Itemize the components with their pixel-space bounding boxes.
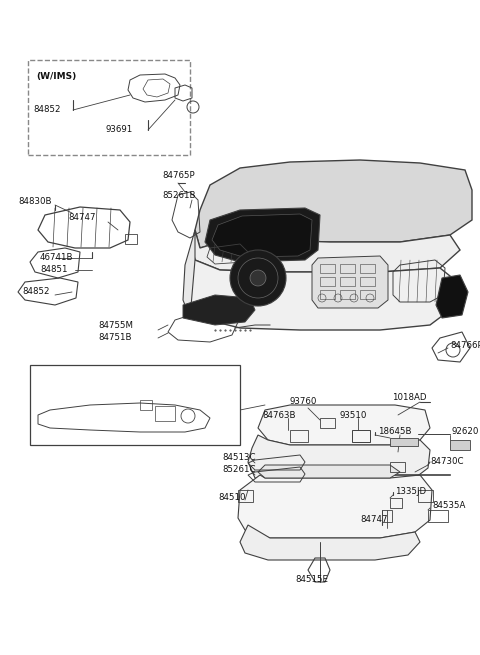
Text: 92620: 92620 xyxy=(452,428,480,436)
Polygon shape xyxy=(240,525,420,560)
Text: 84747: 84747 xyxy=(360,515,387,525)
Bar xyxy=(352,430,370,442)
Text: 84510: 84510 xyxy=(218,493,245,502)
Bar xyxy=(340,277,355,286)
Bar xyxy=(320,290,335,299)
Text: 93510: 93510 xyxy=(340,411,367,419)
Text: 84513C: 84513C xyxy=(222,453,255,462)
Polygon shape xyxy=(183,230,195,318)
Polygon shape xyxy=(312,256,388,308)
Text: 1018AD: 1018AD xyxy=(392,394,427,403)
Bar xyxy=(418,490,433,502)
Bar xyxy=(450,440,470,450)
Bar xyxy=(320,277,335,286)
Text: 84751B: 84751B xyxy=(98,333,132,343)
Text: 85261B: 85261B xyxy=(162,191,195,200)
Polygon shape xyxy=(183,295,255,325)
Text: 85839: 85839 xyxy=(42,371,70,379)
Text: 84535A: 84535A xyxy=(432,500,466,510)
Bar xyxy=(28,60,190,155)
Circle shape xyxy=(230,250,286,306)
Bar xyxy=(390,438,418,446)
Bar xyxy=(320,418,335,428)
Text: 92650: 92650 xyxy=(155,426,182,434)
Polygon shape xyxy=(195,160,472,248)
Polygon shape xyxy=(238,475,432,538)
Text: 84747: 84747 xyxy=(42,383,70,392)
Bar xyxy=(382,510,392,522)
Text: 84755M: 84755M xyxy=(98,322,133,331)
Bar xyxy=(125,234,137,244)
Bar xyxy=(238,490,253,502)
Text: 84515E: 84515E xyxy=(295,576,328,584)
Bar xyxy=(140,400,152,410)
Polygon shape xyxy=(192,230,460,272)
Text: 84730C: 84730C xyxy=(430,457,464,466)
Text: 84763B: 84763B xyxy=(262,411,296,419)
Text: (W/IMS): (W/IMS) xyxy=(36,71,76,81)
Polygon shape xyxy=(188,248,455,330)
Text: 1335JD: 1335JD xyxy=(395,487,426,496)
Text: 84766P: 84766P xyxy=(450,341,480,350)
Polygon shape xyxy=(205,208,320,262)
Bar xyxy=(390,462,405,472)
Polygon shape xyxy=(258,405,430,445)
Text: 85261C: 85261C xyxy=(222,466,255,474)
Polygon shape xyxy=(258,465,400,478)
Text: 1018AD: 1018AD xyxy=(152,371,187,379)
Bar xyxy=(390,498,402,508)
Text: 93691: 93691 xyxy=(105,126,132,134)
Circle shape xyxy=(250,270,266,286)
Bar xyxy=(340,264,355,273)
Bar xyxy=(320,264,335,273)
Bar xyxy=(155,406,175,421)
Bar xyxy=(30,365,240,445)
Polygon shape xyxy=(436,275,468,318)
Text: 84747: 84747 xyxy=(68,214,96,223)
Bar xyxy=(290,430,308,442)
Text: 84852: 84852 xyxy=(33,105,60,115)
Bar xyxy=(340,290,355,299)
Text: 1335JD: 1335JD xyxy=(148,383,179,392)
Text: 84765P: 84765P xyxy=(162,170,194,179)
Text: 18645B: 18645B xyxy=(378,428,411,436)
Text: 84830B: 84830B xyxy=(18,198,51,206)
Text: 93760: 93760 xyxy=(290,398,317,407)
Bar xyxy=(360,264,375,273)
Text: 46741B: 46741B xyxy=(40,253,73,263)
Polygon shape xyxy=(248,435,430,482)
Bar xyxy=(360,290,375,299)
Bar xyxy=(428,510,448,522)
Text: 84851: 84851 xyxy=(40,265,68,274)
Bar xyxy=(360,277,375,286)
Polygon shape xyxy=(212,214,312,257)
Text: 84852: 84852 xyxy=(22,288,49,297)
